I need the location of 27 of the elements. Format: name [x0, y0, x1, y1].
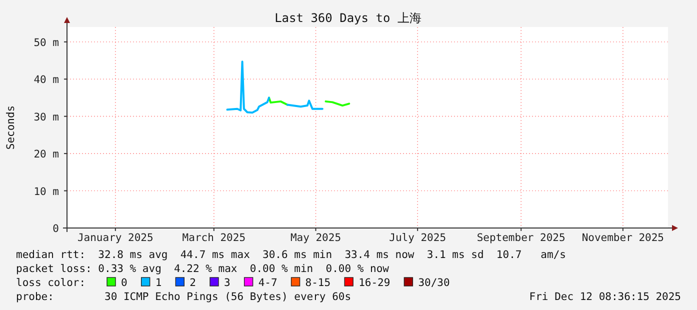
- legend-label: 8-15: [305, 277, 331, 289]
- text: packet loss: 0.33 % avg 4.22 % max 0.00 % min 0.00 % now: [16, 263, 390, 275]
- legend-label: 2: [190, 277, 196, 289]
- legend-title: loss color:: [16, 277, 86, 289]
- x-tick-label: March 2025: [182, 232, 246, 244]
- legend-label: 30/30: [418, 277, 450, 289]
- legend-label: 0: [121, 277, 128, 289]
- legend-label: 4-7: [258, 277, 278, 289]
- legend-label: 16-29: [358, 277, 390, 289]
- legend-label: 1: [155, 277, 162, 289]
- y-tick-label: 0: [52, 223, 59, 235]
- x-tick-label: November 2025: [582, 232, 664, 244]
- text: probe: 30 ICMP Echo Pings (56 Bytes) every 60s: [16, 291, 352, 303]
- y-tick-label: 50 m: [34, 36, 59, 49]
- y-tick-label: 10 m: [34, 186, 59, 198]
- x-tick-label: May 2025: [290, 232, 342, 244]
- legend-label: 3: [224, 277, 230, 289]
- y-tick-label: 30 m: [34, 111, 59, 124]
- y-tick-label: 40 m: [34, 74, 59, 86]
- x-tick-label: July 2025: [389, 232, 446, 244]
- y-axis-title: Seconds: [5, 105, 17, 150]
- text: median rtt: 32.8 ms avg 44.7 ms max 30.6 ms min 33.4 ms now 3.1 ms sd 10.7 am/s: [16, 249, 566, 261]
- y-tick-label: 20 m: [34, 148, 59, 161]
- text: Fri Dec 12 08:36:15 2025: [529, 291, 681, 303]
- x-tick-label: January 2025: [77, 232, 154, 244]
- chart-title: Last 360 Days to 上海: [274, 11, 422, 25]
- x-tick-label: September 2025: [476, 232, 566, 244]
